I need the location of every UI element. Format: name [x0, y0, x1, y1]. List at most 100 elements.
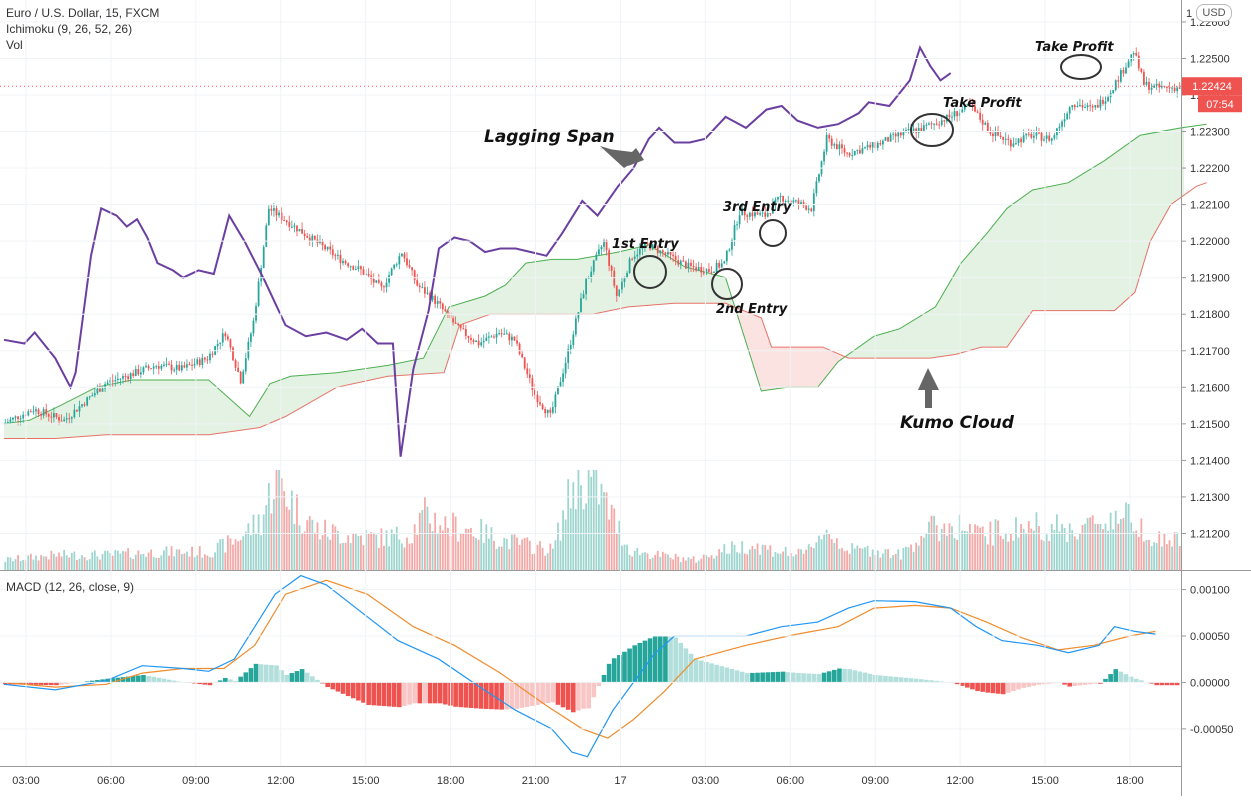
- price-tick-label: 1.21400: [1190, 455, 1230, 467]
- kumo-cloud-segment: [464, 301, 468, 324]
- candle-body: [339, 254, 342, 264]
- volume-bar: [452, 512, 454, 570]
- kumo-cloud-segment: [1155, 131, 1159, 233]
- macd-histogram-bar: [678, 642, 684, 683]
- volume-bar: [188, 556, 191, 570]
- kumo-cloud-segment: [165, 380, 169, 435]
- macd-histogram-bar: [806, 673, 812, 683]
- kumo-cloud-segment: [587, 257, 591, 315]
- candle-body: [503, 333, 506, 335]
- volume-bar: [293, 523, 296, 570]
- macd-histogram-bar: [714, 664, 719, 683]
- kumo-cloud-segment: [293, 375, 297, 413]
- kumo-cloud-segment: [963, 257, 967, 353]
- macd-histogram-bar: [463, 682, 469, 708]
- candle-body: [864, 147, 866, 149]
- candle-body: [771, 203, 774, 214]
- candle-body: [1038, 132, 1040, 134]
- volume-bar: [1127, 504, 1130, 570]
- volume-bar: [894, 553, 897, 570]
- candle-body: [979, 112, 982, 120]
- volume-bar: [331, 524, 334, 570]
- kumo-cloud-segment: [1165, 130, 1169, 214]
- volume-bar: [1017, 537, 1020, 570]
- macd-histogram-bar: [816, 674, 822, 683]
- macd-histogram-bar: [729, 668, 735, 683]
- volume-bar: [692, 556, 695, 570]
- kumo-cloud-segment: [582, 258, 586, 315]
- kumo-cloud-segment: [766, 332, 770, 391]
- candle-body: [807, 208, 810, 210]
- volume-bar: [326, 536, 329, 570]
- volume-legend[interactable]: Vol: [6, 38, 23, 52]
- candle-body: [902, 132, 905, 136]
- candle-body: [498, 333, 501, 335]
- candle-body: [511, 336, 513, 341]
- volume-bar: [815, 542, 818, 570]
- candle-body: [725, 250, 728, 262]
- candle-body: [646, 243, 649, 245]
- volume-bar: [1166, 544, 1168, 570]
- kumo-cloud-segment: [738, 308, 742, 327]
- volume-bar: [1025, 533, 1028, 570]
- macd-histogram-bar: [1026, 682, 1032, 687]
- volume-bar: [334, 526, 337, 570]
- volume-bar: [298, 525, 301, 570]
- candle-body: [546, 409, 549, 414]
- kumo-cloud-segment: [922, 313, 926, 359]
- volume-bar: [377, 547, 380, 570]
- macd-histogram-bar: [1123, 674, 1129, 683]
- currency-badge[interactable]: USD: [1196, 4, 1232, 22]
- ichimoku-legend[interactable]: Ichimoku (9, 26, 52, 26): [6, 22, 133, 36]
- volume-bar: [444, 516, 447, 570]
- volume-bar: [577, 470, 580, 570]
- kumo-cloud-segment: [114, 383, 118, 435]
- kumo-cloud-segment: [771, 347, 775, 390]
- kumo-cloud-segment: [1019, 197, 1023, 329]
- macd-histogram-bar: [335, 682, 341, 692]
- volume-bar: [170, 546, 173, 570]
- candle-body: [1035, 132, 1038, 136]
- macd-histogram-bar: [207, 682, 213, 686]
- kumo-cloud-segment: [1081, 173, 1085, 311]
- candle-body: [633, 256, 636, 259]
- kumo-cloud-segment: [809, 347, 814, 388]
- volume-bar: [600, 483, 603, 570]
- kumo-cloud-segment: [1017, 199, 1021, 333]
- volume-bar: [480, 519, 483, 570]
- volume-bar: [682, 557, 685, 570]
- volume-bar: [574, 509, 577, 570]
- volume-bar: [139, 554, 142, 570]
- macd-histogram-bar: [1046, 682, 1052, 684]
- candle-body: [104, 384, 106, 389]
- volume-bar: [27, 555, 30, 570]
- volume-bar: [861, 548, 864, 570]
- candle-body: [482, 340, 485, 343]
- kumo-cloud-segment: [508, 279, 512, 315]
- volume-bar: [825, 529, 828, 570]
- volume-bar: [500, 546, 503, 570]
- macd-histogram-bar: [606, 663, 612, 683]
- candle-body: [265, 225, 268, 247]
- volume-bar: [454, 516, 457, 570]
- last-price-tag[interactable]: [1182, 77, 1242, 96]
- candle-body: [1112, 90, 1115, 94]
- volume-bar: [441, 530, 444, 570]
- countdown-tag: [1198, 95, 1242, 113]
- volume-bar: [388, 546, 390, 570]
- kumo-cloud-segment: [403, 361, 407, 376]
- volume-bar: [232, 544, 234, 570]
- macd-histogram-bar: [325, 682, 330, 688]
- kumo-cloud-segment: [275, 380, 279, 421]
- candle-body: [464, 328, 467, 337]
- candle-body: [621, 281, 623, 290]
- volume-bar: [308, 516, 311, 570]
- macd-histogram-bar: [422, 682, 428, 704]
- macd-legend[interactable]: MACD (12, 26, close, 9): [6, 580, 135, 594]
- macd-histogram-bar: [1098, 682, 1103, 684]
- macd-histogram-bar: [115, 677, 121, 683]
- macd-histogram-bar: [361, 682, 366, 703]
- volume-bar: [447, 527, 449, 570]
- macd-histogram-bar: [770, 672, 776, 683]
